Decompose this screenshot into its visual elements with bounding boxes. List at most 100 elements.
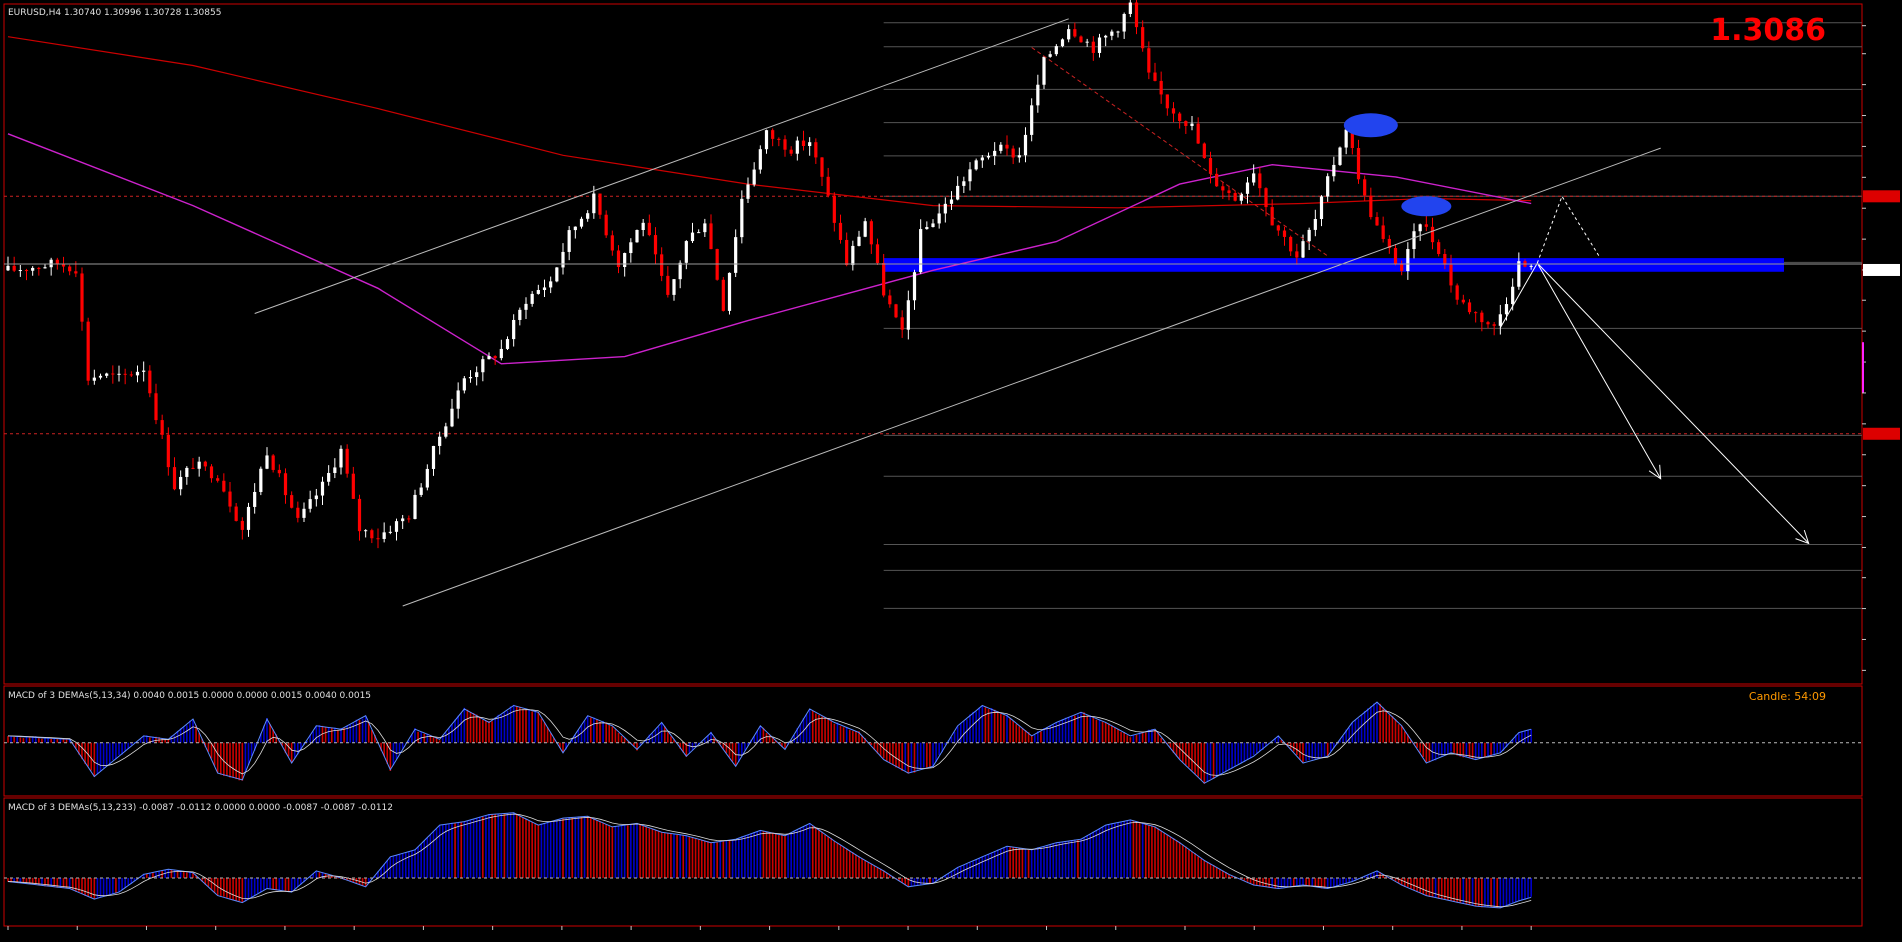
candle-body: [616, 250, 621, 267]
macd-slow-bar: [879, 868, 882, 878]
macd-fast-bar: [232, 742, 234, 778]
candle-body: [1289, 236, 1293, 252]
macd-fast-bar: [1006, 714, 1008, 743]
support-price-tag-bg: [1863, 427, 1900, 440]
macd-fast-bar: [1191, 742, 1193, 771]
macd-slow-bar: [1228, 874, 1230, 878]
macd-slow-bar: [167, 869, 170, 878]
candle-body: [468, 377, 473, 379]
macd-fast-bar: [229, 742, 231, 778]
candle-body: [413, 494, 417, 519]
macd-slow-bar: [1200, 858, 1203, 878]
candle-body: [764, 130, 769, 150]
macd-slow-bar: [324, 873, 327, 878]
macd-slow-bar: [352, 877, 355, 883]
projection-arrow-1: [1648, 464, 1662, 480]
candle-body: [993, 150, 997, 156]
macd-slow-bar: [608, 825, 611, 878]
macd-slow-bar: [1524, 877, 1526, 900]
macd-fast-bar: [96, 742, 99, 775]
macd-slow-bar: [411, 850, 413, 878]
macd-fast-bar: [383, 742, 385, 757]
macd-fast-bar: [272, 729, 274, 743]
macd-fast-bar: [876, 742, 879, 754]
macd-slow-bar: [1348, 877, 1351, 883]
macd-slow-bar: [219, 877, 222, 897]
macd-slow-bar: [469, 820, 472, 878]
macd-slow-bar: [1496, 877, 1499, 908]
macd-fast-bar: [1403, 731, 1406, 743]
macd-slow-bar: [793, 830, 796, 878]
macd-slow-bar: [1394, 877, 1397, 882]
macd-fast-bar: [1524, 730, 1526, 743]
macd-slow-bar: [1342, 877, 1344, 885]
macd-fast-bar: [145, 735, 148, 743]
macd-slow-bar: [1487, 877, 1489, 907]
macd-slow-bar: [34, 877, 37, 885]
macd-slow-bar: [398, 853, 401, 878]
macd-slow-panel[interactable]: MACD of 3 DEMAs(5,13,233) -0.0087 -0.011…: [3, 797, 1863, 927]
macd-slow-bar: [1351, 877, 1354, 882]
macd-slow-bar: [861, 858, 863, 878]
macd-fast-bar: [19, 737, 22, 743]
macd-slow-bar: [16, 877, 19, 884]
macd-slow-bar: [509, 812, 512, 878]
macd-slow-bar: [1218, 869, 1221, 878]
macd-fast-bar: [99, 742, 102, 771]
macd-slow-bar: [392, 856, 395, 878]
macd-slow-bar: [1246, 877, 1249, 883]
macd-slow-bar: [334, 875, 336, 878]
macd-slow-bar: [1123, 820, 1125, 878]
macd-slow-bar: [1135, 821, 1138, 878]
macd-slow-bar: [272, 877, 274, 890]
candle-body: [1418, 224, 1422, 232]
macd-slow-bar: [1514, 877, 1517, 903]
candle-body: [1430, 226, 1435, 243]
macd-fast-bar: [774, 740, 777, 743]
macd-fast-bar: [1061, 719, 1064, 743]
macd-fast-bar: [1144, 732, 1147, 743]
macd-slow-bar: [1499, 877, 1502, 908]
macd-slow-bar: [1400, 877, 1403, 885]
macd-fast-bar: [1083, 712, 1085, 743]
macd-fast-bar: [534, 710, 537, 743]
macd-fast-bar: [1040, 731, 1042, 743]
macd-slow-bar: [1320, 877, 1323, 889]
macd-slow-bar: [901, 877, 903, 883]
macd-fast-bar: [84, 742, 86, 764]
macd-fast-bar: [408, 740, 410, 743]
macd-fast-bar: [1175, 742, 1178, 757]
candle-body: [598, 193, 602, 215]
macd-fast-bar: [497, 714, 500, 743]
macd-slow-bar: [1061, 841, 1064, 878]
macd-slow-bar: [898, 877, 900, 881]
macd-slow-bar: [290, 877, 293, 892]
macd-fast-bar: [1440, 742, 1443, 756]
main-price-panel[interactable]: EURUSD,H4 1.30740 1.30996 1.30728 1.3085…: [3, 0, 1863, 685]
macd-slow-bar: [1277, 877, 1280, 889]
macd-slow-bar: [1283, 877, 1286, 888]
macd-fast-bar: [1117, 729, 1119, 743]
macd-fast-bar: [90, 742, 93, 771]
macd-fast-bar: [771, 736, 774, 743]
macd-slow-bar: [81, 877, 83, 895]
macd-slow-bar: [1333, 877, 1335, 887]
macd-slow-bar: [182, 870, 185, 878]
macd-slow-bar: [944, 875, 947, 878]
macd-fast-panel[interactable]: MACD of 3 DEMAs(5,13,34) 0.0040 0.0015 0…: [3, 685, 1863, 797]
macd-fast-bar: [864, 738, 866, 743]
candle-body: [727, 272, 732, 311]
macd-fast-bar: [679, 742, 681, 749]
macd-slow-bar: [429, 834, 432, 878]
macd-slow-bar: [858, 856, 860, 878]
candle-body: [832, 195, 836, 223]
macd-fast-signal-line: [7, 701, 1532, 784]
macd-slow-bar: [50, 877, 52, 887]
macd-fast-bar: [682, 742, 685, 753]
macd-slow-bar: [367, 877, 370, 884]
macd-fast-bar: [1138, 732, 1141, 743]
macd-slow-bar: [953, 869, 956, 878]
macd-fast-bar: [441, 735, 444, 743]
macd-fast-bar: [759, 726, 762, 743]
